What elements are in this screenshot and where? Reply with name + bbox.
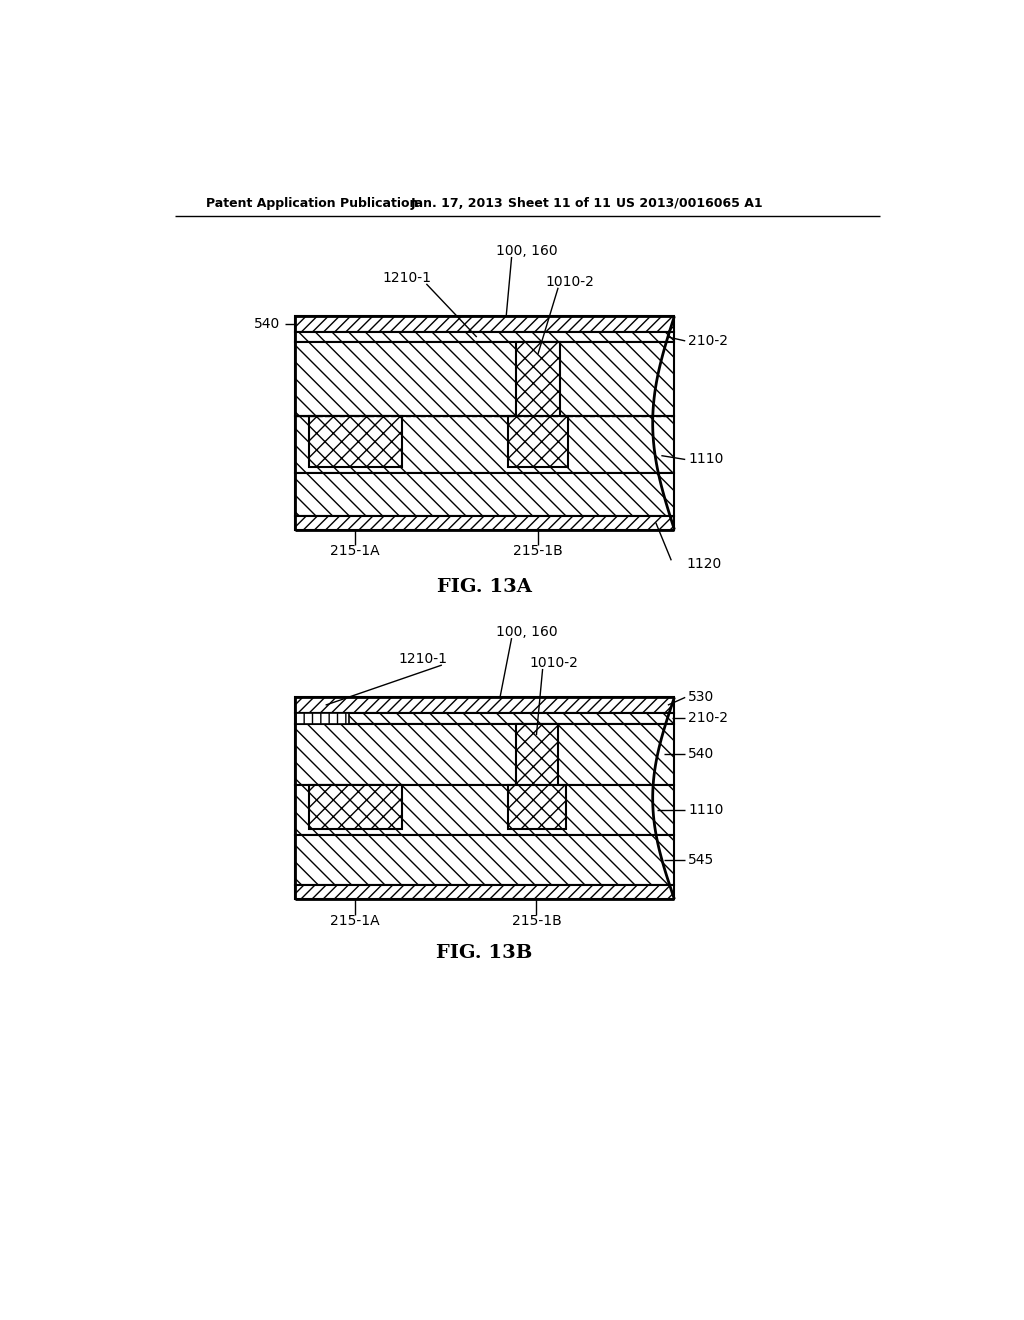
Text: Patent Application Publication: Patent Application Publication: [206, 197, 418, 210]
Text: Sheet 11 of 11: Sheet 11 of 11: [508, 197, 610, 210]
Text: 210-2: 210-2: [688, 711, 728, 725]
Bar: [295, 713, 675, 723]
Bar: [308, 416, 401, 467]
Text: 530: 530: [688, 690, 715, 705]
Text: 100, 160: 100, 160: [497, 244, 558, 257]
Bar: [295, 713, 349, 723]
Text: 1010-2: 1010-2: [546, 275, 594, 289]
Text: 1110: 1110: [688, 453, 724, 466]
Bar: [295, 785, 675, 836]
Text: 540: 540: [254, 317, 281, 331]
Text: 1110: 1110: [688, 803, 724, 817]
Text: FIG. 13A: FIG. 13A: [437, 578, 531, 597]
Bar: [295, 474, 675, 516]
Text: 1120: 1120: [687, 557, 722, 572]
Text: Jan. 17, 2013: Jan. 17, 2013: [411, 197, 504, 210]
Bar: [295, 416, 675, 474]
Bar: [295, 342, 675, 416]
Bar: [295, 317, 675, 331]
Text: 215-1A: 215-1A: [331, 544, 380, 558]
Bar: [295, 516, 675, 529]
Bar: [515, 342, 560, 416]
Bar: [295, 723, 675, 785]
Bar: [295, 836, 675, 886]
Bar: [295, 331, 675, 342]
Bar: [515, 723, 558, 785]
Text: US 2013/0016065 A1: US 2013/0016065 A1: [616, 197, 763, 210]
Bar: [508, 785, 566, 829]
Text: 215-1B: 215-1B: [513, 544, 563, 558]
Bar: [308, 785, 401, 829]
Text: 1010-2: 1010-2: [529, 656, 579, 669]
Text: FIG. 13B: FIG. 13B: [436, 944, 532, 962]
Text: 215-1A: 215-1A: [331, 913, 380, 928]
Bar: [295, 886, 675, 899]
Text: 545: 545: [688, 853, 715, 867]
Text: 210-2: 210-2: [688, 334, 728, 348]
Text: 1210-1: 1210-1: [398, 652, 447, 665]
Text: 1210-1: 1210-1: [383, 271, 431, 285]
Text: 100, 160: 100, 160: [497, 624, 558, 639]
Bar: [295, 697, 675, 713]
Text: 215-1B: 215-1B: [512, 913, 561, 928]
Text: 540: 540: [688, 747, 715, 762]
Bar: [508, 416, 568, 467]
